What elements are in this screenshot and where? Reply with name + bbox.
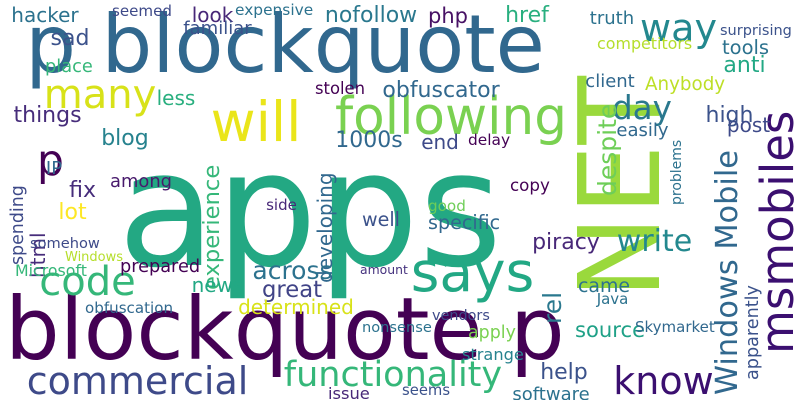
word-high: high xyxy=(705,103,754,128)
word-experience: experience xyxy=(199,164,226,290)
word-specific: specific xyxy=(428,210,501,234)
word-tools: tools xyxy=(722,36,770,60)
word-vendors: vendors xyxy=(432,307,490,324)
word-ip: IP xyxy=(45,158,63,179)
word-software: software xyxy=(512,384,590,400)
word-following: following xyxy=(335,86,567,147)
word-determined: determined xyxy=(238,295,354,319)
word-says: says xyxy=(410,240,535,304)
word-obfuscation: obfuscation xyxy=(85,298,174,317)
word-obfuscator: obfuscator xyxy=(382,78,500,103)
word-well: well xyxy=(362,208,400,232)
word-1000s: 1000s xyxy=(335,128,403,153)
word-windows-mobile: Windows Mobile xyxy=(710,149,746,395)
word-less: less xyxy=(156,86,196,110)
word-many: many xyxy=(43,72,157,118)
word-things: things xyxy=(13,103,82,128)
word-apparently: apparently xyxy=(743,285,764,380)
word-truth: truth xyxy=(589,8,635,29)
word-copy: copy xyxy=(510,174,550,195)
word-good: good xyxy=(428,197,466,216)
word-competitors: competitors xyxy=(597,34,693,54)
word-commercial: commercial xyxy=(26,359,249,400)
word-stolen: stolen xyxy=(315,78,366,98)
word-windows: Windows xyxy=(65,249,124,265)
word-side: side xyxy=(266,196,297,214)
word-sad: sad xyxy=(50,26,90,51)
word-issue: issue xyxy=(328,383,370,400)
word-lot: lot xyxy=(58,200,87,225)
word-among: among xyxy=(110,171,173,193)
word-client: client xyxy=(585,71,635,92)
word-expensive: expensive xyxy=(235,1,314,20)
word-piracy: piracy xyxy=(532,230,600,255)
word-despite: despite xyxy=(593,103,622,197)
word-way: way xyxy=(640,5,718,50)
word-help: help xyxy=(540,360,588,385)
word-place: place xyxy=(45,56,93,78)
word-know: know xyxy=(613,359,714,400)
word-apps: apps xyxy=(117,116,503,303)
word-amount: amount xyxy=(360,261,408,277)
word-hacker: hacker xyxy=(11,3,79,27)
word-nofollow: nofollow xyxy=(324,3,418,28)
word-surprising: surprising xyxy=(720,22,792,39)
word-code: code xyxy=(39,259,136,305)
word-skymarket: Skymarket xyxy=(635,317,715,336)
word-p-blockquote: p blockquote xyxy=(25,0,545,91)
word-functionality: functionality xyxy=(283,355,503,395)
word-anti: anti xyxy=(723,53,766,78)
word-java: Java xyxy=(596,290,629,308)
word-look: look xyxy=(191,3,234,27)
word-came: came xyxy=(578,274,630,297)
word-great: great xyxy=(262,277,322,304)
word-p: p xyxy=(37,137,64,187)
word-strange: strange xyxy=(462,344,524,364)
word-will: will xyxy=(210,90,302,154)
word-apply: apply xyxy=(468,323,516,344)
word-write: write xyxy=(616,224,693,259)
word-problems: problems xyxy=(669,139,685,205)
word-fix: fix xyxy=(69,178,96,203)
word-rel: rel xyxy=(538,291,567,324)
word-somehow: somehow xyxy=(30,234,100,252)
word-nonsense: nonsense xyxy=(362,318,432,336)
word-day: day xyxy=(612,88,672,127)
word-source: source xyxy=(575,316,646,342)
word-across: across xyxy=(252,256,333,285)
word-blog: blog xyxy=(101,126,149,151)
word-seems: seems xyxy=(402,381,451,399)
word-delay: delay xyxy=(468,131,511,150)
word-easily: easily xyxy=(616,120,669,141)
word-post: post xyxy=(726,113,771,137)
word-prepared: prepared xyxy=(120,257,201,278)
word-blockquote-p: blockquote p xyxy=(5,279,565,380)
word-familiar: familiar xyxy=(183,18,252,39)
word-php: php xyxy=(428,3,468,28)
word-news: news xyxy=(191,273,244,297)
word-seemed: seemed xyxy=(112,1,173,20)
word-microsoft: Microsoft xyxy=(15,261,87,281)
word-end: end xyxy=(421,130,459,154)
word-href: href xyxy=(505,3,549,28)
word-anybody: Anybody xyxy=(645,73,726,95)
